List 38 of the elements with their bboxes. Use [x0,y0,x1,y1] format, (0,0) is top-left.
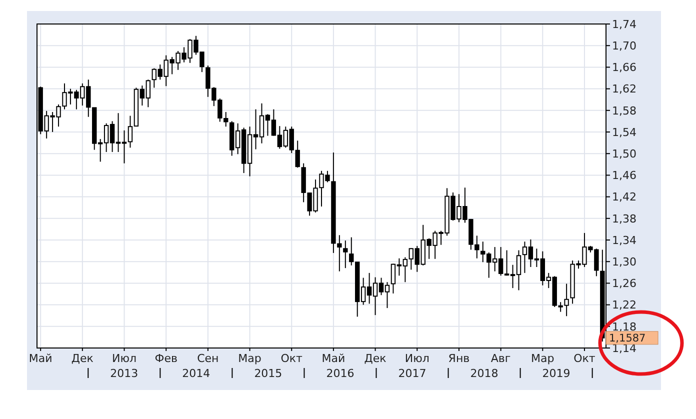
candlestick [343,240,348,269]
x2-tick-label: 2017 [398,367,426,380]
x-tick-label: Мар [531,352,554,365]
y-tick-label: 1,66 [612,61,636,74]
y-tick-label: 1,46 [612,169,636,182]
y-tick-label: 1,42 [612,190,636,204]
x-tick-label: Окт [574,352,596,365]
x-tick-label: Мар [238,352,262,365]
x-tick-label: Дек [364,352,387,365]
y-tick-label: 1,38 [612,212,636,226]
x-tick-label: Май [322,352,346,365]
y-tick-label: 1,62 [612,82,636,96]
y-tick-label: 1,70 [612,39,636,52]
x-tick-label: Июл [112,352,137,365]
y-tick-label: 1,74 [612,18,636,31]
x-tick-label: Фев [154,352,178,365]
x-tick-label: Июл [404,352,430,365]
x2-tick-label: 2018 [470,367,498,380]
x2-tick-label: 2019 [542,367,570,380]
x2-tick-label: 2014 [182,367,210,380]
y-tick-label: 1,22 [612,298,636,312]
x-tick-label: Окт [280,352,304,365]
x2-tick-label: 2015 [254,367,282,380]
y-tick-label: 1,50 [612,147,636,160]
x-tick-label: Авг [490,352,511,365]
y-tick-label: 1,58 [612,104,636,118]
x-tick-label: Сен [197,352,219,365]
x-tick-label: Май [28,352,52,365]
y-tick-label: 1,30 [612,255,636,268]
candlestick [337,234,342,272]
y-tick-label: 1,18 [612,320,636,334]
x2-tick-label: 2013 [110,367,138,380]
x-tick-label: Дек [71,352,94,365]
y-tick-label: 1,26 [612,277,636,290]
y-tick-label: 1,34 [612,234,636,247]
y-tick-label: 1,54 [612,126,636,139]
x-tick-label: Янв [448,352,470,365]
x2-tick-label: 2016 [326,367,354,380]
